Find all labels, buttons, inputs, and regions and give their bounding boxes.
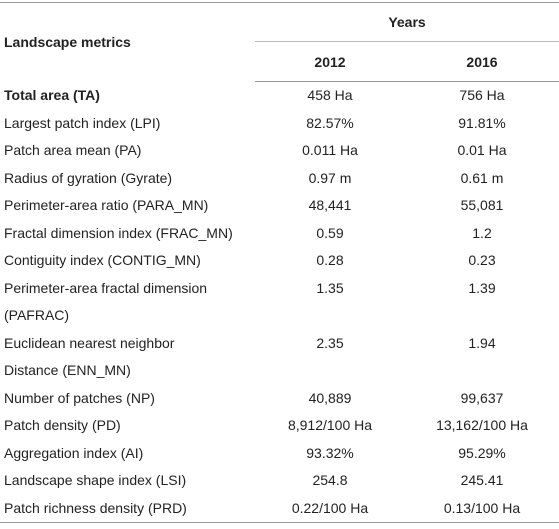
metric-label: Patch area mean (PA) [4,142,142,158]
table-row: Aggregation index (AI) 93.32% 95.29% [0,440,559,468]
metric-label: Landscape shape index (LSI) [4,472,187,488]
metric-cell: Landscape shape index (LSI) [0,467,255,495]
table-row: Patch richness density (PRD) 0.22/100 Ha 0… [0,494,559,523]
table-row: Patch density (PD) 8,912/100 Ha 13,162/100… [0,412,559,440]
value-cell: 0.22/100 Ha [255,494,405,523]
value-cell: 99,637 [460,389,504,406]
metric-cell: Number of patches (NP) [0,385,255,413]
value-cell: 8,912/100 Ha [287,417,373,433]
value-cell: 2.35 [316,334,344,351]
value-cell: 0.59 [316,224,344,241]
value-cell: 0.23 [468,252,496,268]
metric-label: Total area (TA) [4,86,100,103]
metric-label: Radius of gyration (Gyrate) [4,169,173,186]
metric-label: Aggregation index (AI) [4,444,144,461]
table-header: Landscape metrics Years 2012 2016 [0,2,559,82]
metric-label: Number of patches (NP) [4,389,155,406]
table-row: Total area (TA) 458 Ha 756 Ha [0,82,559,110]
metric-cell: Patch density (PD) [0,412,255,440]
value-cell: 0.61 m [460,169,504,186]
metric-cell: Perimeter-area fractal dimension (PAFRAC) [0,275,255,330]
table-row: Fractal dimension index (FRAC_MN) 0.59 1.2 [0,220,559,248]
value-cell: 0.97 m [308,169,352,186]
value-cell: 0.01 Ha [457,142,507,158]
metric-label: Perimeter-area ratio (PARA_MN) [4,197,209,213]
metric-label: Contiguity index (CONTIG_MN) [4,252,201,268]
value-cell: 245.41 [460,472,504,488]
metric-cell: Fractal dimension index (FRAC_MN) [0,220,255,248]
metric-cell: Contiguity index (CONTIG_MN) [0,247,255,275]
metric-label: Patch density (PD) [4,417,121,433]
metric-label: Perimeter-area fractal dimension [4,279,208,296]
header-years: Years [255,2,559,42]
metric-cell: Euclidean nearest neighbor Distance (ENN_… [0,330,255,385]
value-cell: 1.35 [316,279,344,296]
table-row: Patch area mean (PA) 0.011 Ha 0.01 Ha [0,137,559,165]
value-cell: 254.8 [312,472,348,488]
value-cell: 82.57% [306,114,354,131]
value-cell: 0.28 [316,252,344,268]
table-row: Largest patch index (LPI) 82.57% 91.81% [0,110,559,138]
table-row: Number of patches (NP) 40,889 99,637 [0,385,559,413]
table-row: Perimeter-area fractal dimension (PAFRAC)… [0,275,559,330]
table-row: Contiguity index (CONTIG_MN) 0.28 0.23 [0,247,559,275]
table-body: Total area (TA) 458 Ha 756 Ha Largest patch… [0,82,559,523]
metric-label: Distance (ENN_MN) [4,362,131,378]
value-cell: 458 Ha [307,87,353,103]
header-row: Landscape metrics Years [0,2,559,82]
metric-cell: Aggregation index (AI) [0,440,255,468]
metric-cell: Perimeter-area ratio (PARA_MN) [0,192,255,220]
metric-cell: Largest patch index (LPI) [0,110,255,138]
header-year: 2012 [255,41,405,82]
value-cell: 91.81% [458,114,506,131]
header-year: 2016 [405,41,559,82]
metric-cell: Patch richness density (PRD) [0,494,255,523]
value-cell: 93.32% [306,444,354,461]
metric-cell: Radius of gyration (Gyrate) [0,165,255,193]
header-row: 2012 2016 [0,41,559,82]
value-cell: 1.39 [468,279,496,296]
value-cell: 1.94 [468,334,496,351]
metric-label: Largest patch index (LPI) [4,114,161,131]
value-cell: 0.011 Ha [302,142,358,158]
value-cell: 1.2 [472,224,492,241]
value-cell: 95.29% [458,444,506,461]
value-cell: 0.13/100 Ha [405,494,559,523]
value-cell: 40,889 [308,389,352,406]
table-row: Perimeter-area ratio (PARA_MN) 48,441 55,0… [0,192,559,220]
value-cell: 55,081 [460,197,504,213]
metric-label: Patch richness density (PRD) [4,499,187,516]
table-row: Landscape shape index (LSI) 254.8 245.41 [0,467,559,495]
table-row: Euclidean nearest neighbor Distance (ENN_… [0,330,559,385]
metric-label: (PAFRAC) [4,307,70,323]
metric-cell: Total area (TA) [0,82,255,110]
value-cell: 756 Ha [459,87,505,103]
header-metric: Landscape metrics [0,2,255,82]
metric-cell: Patch area mean (PA) [0,137,255,165]
value-cell: 13,162/100 Ha [436,417,528,433]
value-cell: 48,441 [308,197,352,213]
metric-label: Fractal dimension index (FRAC_MN) [4,224,233,241]
metric-label: Euclidean nearest neighbor [4,334,175,351]
table-row: Radius of gyration (Gyrate) 0.97 m 0.61 m [0,165,559,193]
